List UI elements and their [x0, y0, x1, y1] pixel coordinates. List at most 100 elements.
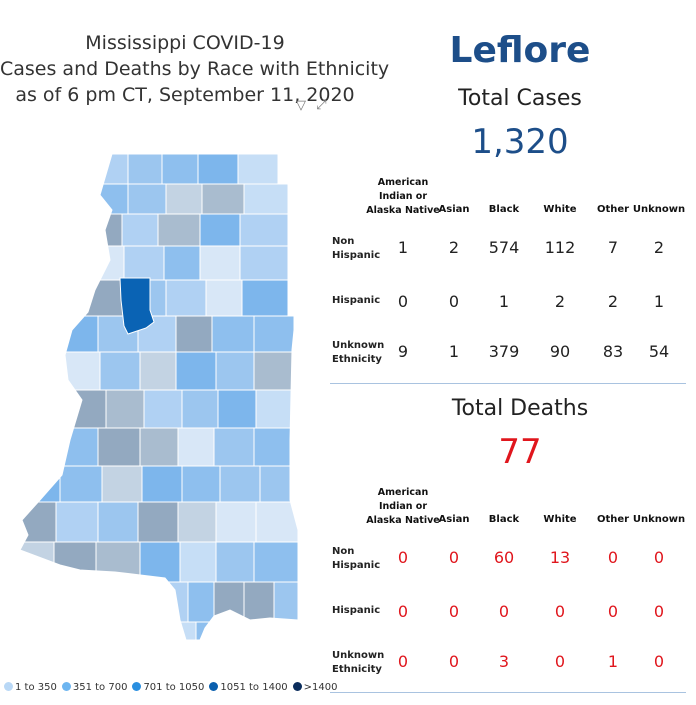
county-region[interactable]	[55, 501, 99, 543]
county-region[interactable]	[281, 621, 326, 646]
county-region[interactable]	[237, 154, 279, 185]
county-region[interactable]	[59, 465, 103, 503]
county-region[interactable]	[175, 351, 217, 391]
county-region[interactable]	[105, 389, 145, 429]
county-region[interactable]	[18, 279, 53, 317]
county-region[interactable]	[18, 245, 47, 281]
county-region[interactable]	[251, 621, 283, 646]
county-region[interactable]	[217, 389, 257, 429]
county-region[interactable]	[18, 501, 57, 543]
county-region[interactable]	[18, 541, 55, 583]
county-region[interactable]	[18, 427, 59, 467]
county-region[interactable]	[127, 154, 163, 185]
county-region[interactable]	[121, 213, 159, 247]
county-region[interactable]	[253, 351, 299, 391]
county-region[interactable]	[57, 427, 99, 467]
county-region[interactable]	[213, 427, 255, 467]
county-region[interactable]	[49, 154, 91, 185]
county-region[interactable]	[239, 245, 289, 281]
county-region[interactable]	[141, 465, 183, 503]
filter-icon[interactable]: ▽	[296, 98, 306, 113]
county-region[interactable]	[205, 279, 243, 317]
county-region[interactable]	[165, 183, 203, 215]
county-region[interactable]	[195, 621, 223, 646]
county-region[interactable]	[255, 389, 299, 429]
county-region[interactable]	[255, 501, 301, 543]
county-region[interactable]	[253, 315, 295, 353]
county-region[interactable]	[57, 351, 101, 391]
county-region[interactable]	[81, 213, 123, 247]
county-region[interactable]	[253, 541, 301, 583]
county-region[interactable]	[197, 154, 239, 185]
county-region[interactable]	[177, 427, 215, 467]
county-region[interactable]	[18, 581, 189, 623]
focus-mode-icon[interactable]: ⤢	[316, 98, 327, 113]
county-region[interactable]	[101, 465, 143, 503]
county-region[interactable]	[181, 465, 221, 503]
county-region[interactable]	[18, 315, 55, 353]
county-region[interactable]	[123, 245, 165, 281]
county-region[interactable]	[199, 213, 241, 247]
county-region[interactable]	[215, 541, 255, 583]
cases-cell: 2	[554, 292, 566, 311]
county-region[interactable]	[53, 315, 99, 353]
county-region[interactable]	[18, 621, 197, 646]
county-region[interactable]	[221, 621, 253, 646]
county-region[interactable]	[273, 581, 319, 623]
cases-cell: 2	[653, 238, 665, 257]
county-region[interactable]	[215, 501, 257, 543]
county-region[interactable]	[199, 245, 241, 281]
county-region[interactable]	[161, 154, 199, 185]
county-region[interactable]	[139, 351, 177, 391]
county-region[interactable]	[175, 315, 213, 353]
county-region[interactable]	[99, 351, 141, 391]
county-region[interactable]	[18, 183, 49, 215]
county-region[interactable]	[143, 389, 183, 429]
county-region[interactable]	[127, 183, 167, 215]
county-region[interactable]	[47, 213, 83, 247]
county-region[interactable]	[89, 154, 129, 185]
county-region[interactable]	[51, 279, 83, 317]
county-region[interactable]	[239, 213, 289, 247]
cases-label: Total Cases	[458, 86, 582, 111]
county-region[interactable]	[18, 213, 49, 247]
county-region[interactable]	[61, 389, 107, 429]
county-region[interactable]	[243, 183, 289, 215]
county-region[interactable]	[53, 541, 97, 583]
county-region[interactable]	[95, 541, 141, 583]
county-region[interactable]	[163, 245, 201, 281]
legend-label: 701 to 1050	[143, 682, 205, 693]
county-region[interactable]	[219, 465, 261, 503]
county-region[interactable]	[243, 581, 275, 623]
county-region[interactable]	[317, 581, 330, 623]
county-region[interactable]	[215, 351, 255, 391]
county-leflore[interactable]	[119, 277, 155, 335]
cases-cell: 9	[397, 342, 409, 361]
county-region[interactable]	[83, 183, 129, 215]
county-region[interactable]	[97, 427, 141, 467]
county-region[interactable]	[241, 279, 289, 317]
county-region[interactable]	[18, 154, 51, 185]
county-region[interactable]	[47, 183, 85, 215]
county-region[interactable]	[177, 501, 217, 543]
mississippi-county-map[interactable]	[0, 140, 330, 670]
county-region[interactable]	[181, 389, 219, 429]
county-region[interactable]	[201, 183, 245, 215]
county-region[interactable]	[326, 622, 330, 646]
county-region[interactable]	[97, 501, 139, 543]
county-region[interactable]	[165, 279, 207, 317]
county-region[interactable]	[253, 427, 299, 467]
county-region[interactable]	[179, 541, 217, 583]
county-region[interactable]	[18, 389, 63, 429]
county-region[interactable]	[187, 581, 215, 623]
county-region[interactable]	[137, 501, 179, 543]
county-region[interactable]	[213, 581, 245, 623]
cases-row-label: Unknown Ethnicity	[332, 340, 385, 365]
county-region[interactable]	[157, 213, 201, 247]
county-region[interactable]	[45, 245, 83, 281]
county-region[interactable]	[211, 315, 255, 353]
county-region[interactable]	[259, 465, 301, 503]
county-region[interactable]	[18, 351, 59, 391]
county-region[interactable]	[139, 427, 179, 467]
legend-label: 1 to 350	[15, 682, 57, 693]
